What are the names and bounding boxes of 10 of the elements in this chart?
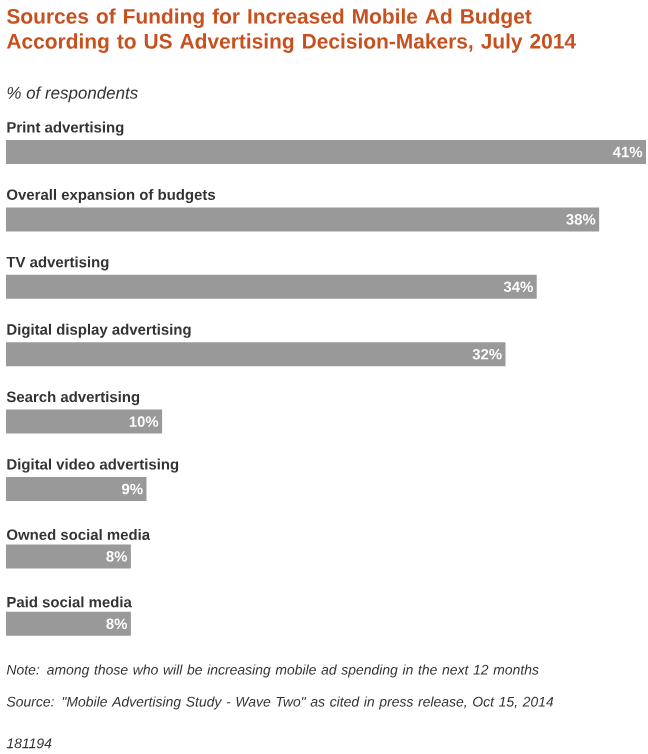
bar <box>6 274 537 299</box>
bar <box>6 207 600 232</box>
bar <box>6 476 147 501</box>
chart-title: Sources of Funding for Increased Mobile Ad Budget According to US Advertising Decision-Makers, July 2014 <box>6 8 576 53</box>
bar <box>6 342 506 367</box>
bar <box>6 409 163 434</box>
bar <box>6 140 646 164</box>
chart-subtitle: % of respondents <box>7 86 138 103</box>
bar <box>6 544 131 569</box>
bar <box>6 611 131 636</box>
